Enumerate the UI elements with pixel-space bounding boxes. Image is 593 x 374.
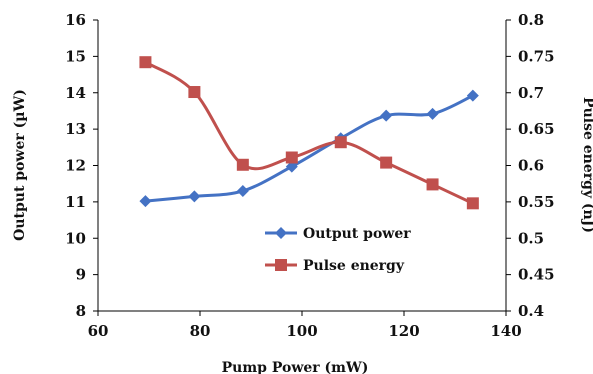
y-right-tick-label: 0.4 (518, 302, 544, 320)
data-point (139, 56, 152, 69)
y-left-tick-label: 12 (65, 157, 86, 175)
y-axis-right-title: Pulse energy (nJ) (580, 97, 593, 233)
x-axis-title: Pump Power (mW) (222, 360, 369, 374)
y-left-tick-label: 8 (76, 302, 86, 320)
legend-item-output-power: Output power (265, 226, 411, 242)
y-left-tick-label: 10 (65, 229, 86, 247)
data-point (139, 195, 152, 208)
x-tick-label: 140 (490, 322, 521, 340)
y-right-tick-label: 0.8 (518, 11, 544, 29)
y-left-tick-label: 11 (65, 193, 86, 211)
y-right-tick-label: 0.75 (518, 47, 555, 65)
y-left-tick-label: 13 (65, 120, 86, 138)
series-line (145, 94, 474, 203)
data-point (466, 89, 479, 102)
data-point (236, 158, 249, 171)
data-point (380, 109, 393, 122)
legend-item-pulse-energy: Pulse energy (265, 258, 405, 274)
y-left-tick-label: 9 (76, 266, 86, 284)
x-tick-label: 80 (190, 322, 211, 340)
y-axis-left-title: Output power (µW) (12, 89, 28, 241)
data-point (334, 136, 347, 149)
legend-marker (275, 227, 287, 239)
y-left-tick-label: 16 (65, 11, 86, 29)
legend-label: Output power (303, 226, 411, 242)
y-right-tick-label: 0.65 (518, 120, 555, 138)
series-layer (139, 56, 479, 210)
data-point (426, 107, 439, 120)
y-left-tick-label: 14 (65, 84, 86, 102)
y-right-tick-label: 0.5 (518, 229, 544, 247)
series-output-power (139, 89, 479, 208)
series-pulse-energy (139, 56, 479, 210)
x-tick-label: 100 (286, 322, 317, 340)
series-line (144, 60, 474, 205)
axes: 60 80 100 120 140 8 9 10 11 12 13 14 15 16 0.4 0.45 0.5 0… (65, 11, 554, 340)
data-point (188, 190, 201, 203)
data-point (426, 178, 439, 191)
legend-label: Pulse energy (303, 258, 405, 274)
y-right-tick-label: 0.7 (518, 84, 544, 102)
data-point (380, 156, 393, 169)
legend: Output power Pulse energy (265, 226, 411, 274)
y-right-tick-label: 0.55 (518, 193, 555, 211)
y-left-tick-label: 15 (65, 47, 86, 65)
legend-marker (275, 259, 287, 271)
data-point (285, 151, 298, 164)
y-right-tick-label: 0.45 (518, 266, 555, 284)
data-point (285, 160, 298, 173)
data-point (466, 197, 479, 210)
data-point (188, 86, 201, 99)
y-right-tick-label: 0.6 (518, 157, 544, 175)
x-tick-label: 60 (88, 322, 109, 340)
data-point (236, 184, 249, 197)
x-tick-label: 120 (388, 322, 419, 340)
